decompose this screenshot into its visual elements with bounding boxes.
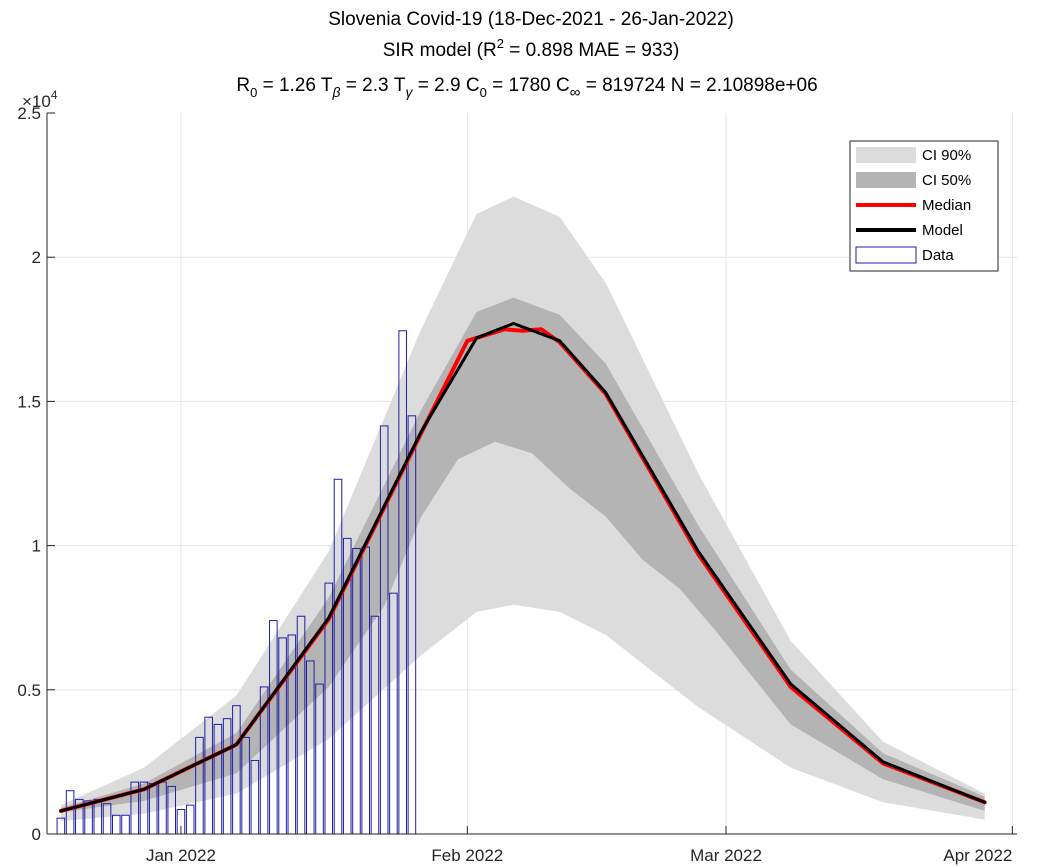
model-curve (59, 322, 987, 813)
x-tick-label: Feb 2022 (431, 846, 503, 865)
ci50-band (60, 297, 985, 813)
legend-label: Data (922, 247, 954, 264)
chart-subtitle: SIR model (R2 = 0.898 MAE = 933) (383, 36, 680, 61)
legend: CI 90% CI 50% Median Model Data (849, 140, 999, 272)
y-tick-label: 1.5 (17, 392, 41, 411)
confidence-bands (60, 196, 985, 822)
legend-label: CI 50% (922, 172, 971, 189)
tick-labels: 0 0.5 1 1.5 2 2.5 Jan 2022 Feb 2022 Mar 2022 Apr … (17, 104, 1012, 865)
x-tick-label: Apr 2022 (943, 846, 1012, 865)
axes (46, 112, 1017, 835)
y-tick-label: 0.5 (17, 681, 41, 700)
legend-label: CI 90% (922, 147, 971, 164)
legend-label: Model (922, 222, 963, 239)
x-tick-label: Mar 2022 (690, 846, 762, 865)
chart-title: Slovenia Covid-19 (18-Dec-2021 - 26-Jan-… (328, 9, 734, 30)
y-tick-label: 2 (32, 248, 41, 267)
chart-params: R0 = 1.26 Tβ = 2.3 Tγ = 2.9 C0 = 1780 C∞… (236, 75, 817, 101)
y-tick-label: 2.5 (17, 104, 41, 123)
y-tick-label: 0 (32, 825, 41, 844)
y-tick-label: 1 (32, 537, 41, 556)
legend-label: Median (922, 197, 971, 214)
y-axis-multiplier: ×104 (22, 88, 58, 111)
legend-swatch (856, 147, 916, 163)
curves (58, 322, 987, 813)
legend-swatch (856, 172, 916, 188)
x-tick-label: Jan 2022 (146, 846, 216, 865)
legend-swatch (855, 246, 917, 264)
